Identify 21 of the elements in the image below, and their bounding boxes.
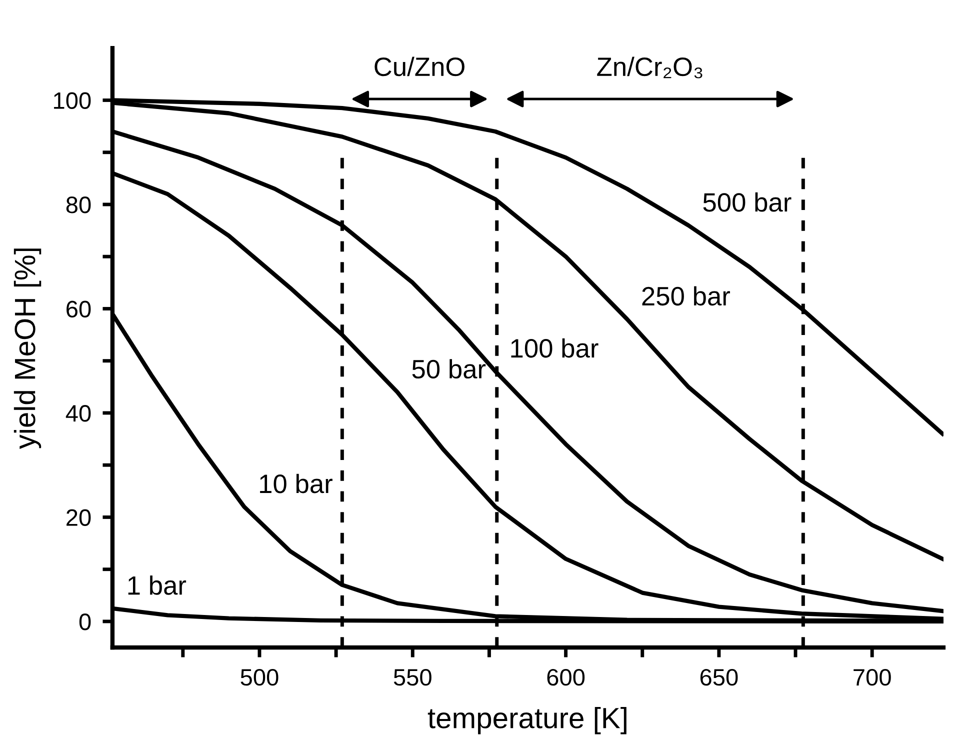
y-tick-label: 40 xyxy=(66,405,91,422)
y-tick-label: 100 xyxy=(54,92,91,110)
annotation: 250 bar xyxy=(642,286,730,306)
y-tick-label: 80 xyxy=(66,196,91,214)
y-tick-label: 60 xyxy=(66,300,91,318)
x-tick-label: 600 xyxy=(547,668,585,686)
y-axis-title: yield MeOH [%] xyxy=(14,248,42,450)
x-axis-title: temperature [K] xyxy=(428,707,626,734)
annotation: 50 bar xyxy=(412,359,486,379)
x-tick-label: 700 xyxy=(854,668,891,686)
annotation: Cu/ZnO xyxy=(374,56,464,76)
annotation: 500 bar xyxy=(703,192,792,212)
x-tick-label: 550 xyxy=(394,668,432,686)
x-tick-label: 500 xyxy=(240,668,278,686)
y-tick-label: 0 xyxy=(79,614,91,630)
x-tick-label: 650 xyxy=(700,668,738,686)
annotation: Zn/Cr₂O₃ xyxy=(597,56,702,78)
annotation: 1 bar xyxy=(128,575,186,595)
annotation: 100 bar xyxy=(511,338,598,358)
annotation: 10 bar xyxy=(260,474,332,494)
y-tick-label: 20 xyxy=(66,509,91,526)
